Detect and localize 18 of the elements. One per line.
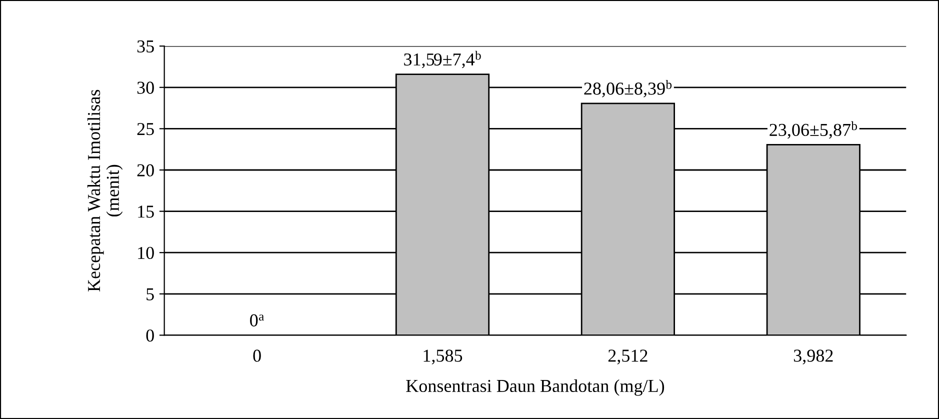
data-label: 23,06±5,87$^{b}$ [770,121,858,139]
data-label: 0$^{a}$ [250,314,264,326]
x-tick-label: 3,982 [794,350,833,364]
y-tick-label: 0 [146,329,154,342]
y-axis-title: Kecepatan Waktu Imotilisas (menit) [87,90,123,292]
y-tick-label: 10 [138,246,154,260]
y-tick-label: 35 [137,40,154,53]
x-tick-label: 2,512 [608,350,648,364]
x-axis-title: Konsentrasi Daun Bandotan (mg/L) [406,379,664,396]
x-tick-label: 0 [253,350,261,362]
x-tick-label: 1,585 [424,350,462,364]
y-tick-label: 30 [137,82,154,94]
y-tick-label: 15 [138,206,154,218]
data-label: 31,59±7,4$^{b}$ [404,50,481,68]
y-tick-label: 20 [137,164,154,176]
y-tick-label: 5 [146,288,154,300]
y-tick-label: 25 [137,123,154,136]
data-label: 28,06±8,39$^{b}$ [584,80,672,98]
